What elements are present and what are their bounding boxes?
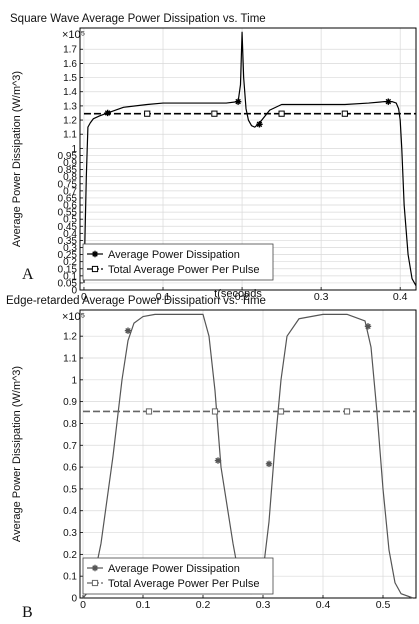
series-1-marker bbox=[234, 98, 242, 105]
legend-box bbox=[82, 557, 274, 595]
y-tick-label: 0.7 bbox=[63, 186, 77, 197]
y-multiplier: ×10⁵ bbox=[62, 311, 85, 323]
y-tick-label: 0.9 bbox=[63, 158, 77, 169]
y-tick-label: 0.8 bbox=[63, 172, 77, 183]
y-tick-label: 0.55 bbox=[58, 208, 78, 219]
x-tick-label: 0.4 bbox=[393, 291, 408, 303]
series-2-marker bbox=[145, 408, 153, 415]
chart-panel-1: 00.050.10.150.20.250.30.350.40.450.50.55… bbox=[10, 13, 417, 303]
series-2-marker bbox=[341, 110, 348, 117]
y-tick-label: 0.6 bbox=[63, 201, 77, 212]
legend-swatch-marker bbox=[91, 265, 99, 273]
y-tick-label: 0.4 bbox=[63, 506, 77, 517]
series-1-marker bbox=[256, 121, 263, 128]
y-tick-label: 0.5 bbox=[63, 484, 77, 495]
legend: Average Power Dissipation Total Average P… bbox=[82, 243, 274, 281]
y-tick-label: 0 bbox=[71, 594, 77, 605]
legend-label: Total Average Power Per Pulse bbox=[108, 264, 259, 276]
legend-swatch-marker bbox=[91, 564, 99, 572]
chart-title: Square Wave Average Power Dissipation vs… bbox=[10, 13, 266, 25]
y-multiplier: ×10⁵ bbox=[62, 29, 85, 41]
y-axis-label: Average Power Dissipation (W/m^3) bbox=[11, 366, 23, 542]
panel-label: B bbox=[22, 604, 33, 621]
legend-box bbox=[82, 243, 274, 281]
y-tick-label: 0.15 bbox=[58, 264, 78, 275]
y-tick-label: 0.25 bbox=[58, 250, 78, 261]
y-axis-label: Average Power Dissipation (W/m^3) bbox=[11, 71, 23, 247]
y-tick-label: 0.6 bbox=[63, 463, 77, 474]
y-tick-label: 0.1 bbox=[63, 271, 77, 282]
y-tick-label: 1.4 bbox=[63, 87, 77, 98]
plot-frame bbox=[79, 27, 417, 291]
chart-panel-2: 0 0.1 0.2 0.3 0.4 0.5 0.6 0.7 0.8 0.9 1 1.1 1.2 0 0.1 0… bbox=[6, 295, 417, 624]
y-tick-label: 0.2 bbox=[63, 550, 77, 561]
legend-swatch-marker bbox=[91, 579, 99, 587]
series-2-marker bbox=[211, 408, 219, 415]
series-1-marker bbox=[364, 323, 372, 330]
series-2-marker bbox=[144, 110, 151, 117]
y-tick-label: 0.9 bbox=[63, 397, 77, 408]
y-tick-label: 0.85 bbox=[58, 165, 78, 176]
y-tick-label: 1 bbox=[71, 144, 77, 155]
legend-swatch-marker bbox=[91, 250, 99, 258]
series-line-1 bbox=[83, 31, 417, 287]
x-tick-label: 0.1 bbox=[156, 291, 171, 303]
series-2-marker bbox=[343, 408, 351, 415]
y-tick-label: 1.2 bbox=[63, 116, 77, 127]
y-tick-label: 0.45 bbox=[58, 222, 78, 233]
y-tick-label: 0.8 bbox=[63, 419, 77, 430]
y-tick-label: 0.4 bbox=[63, 229, 77, 240]
legend-label: Average Power Dissipation bbox=[108, 563, 240, 575]
y-tick-label: 0.65 bbox=[58, 193, 78, 204]
x-tick-label: 0.5 bbox=[376, 599, 391, 611]
y-tick-label: 0.05 bbox=[58, 278, 78, 289]
y-tick-label: 1.2 bbox=[63, 332, 77, 343]
y-tick-label: 1.3 bbox=[63, 101, 77, 112]
y-tick-label: 0.3 bbox=[63, 528, 77, 539]
x-tick-label: 0.3 bbox=[256, 599, 271, 611]
series-1-marker bbox=[214, 457, 222, 464]
x-tick-label: 0.3 bbox=[314, 291, 329, 303]
legend: Average Power Dissipation Total Average P… bbox=[82, 557, 274, 595]
y-tick-label: 0.95 bbox=[58, 151, 78, 162]
x-tick-label: 0 bbox=[81, 291, 87, 303]
legend-label: Total Average Power Per Pulse bbox=[108, 578, 259, 590]
x-tick-label: 0.2 bbox=[235, 291, 250, 303]
x-axis-label: t(seconds bbox=[214, 288, 262, 300]
y-tick-label: 0.2 bbox=[63, 257, 77, 268]
y-tick-label: 0.3 bbox=[63, 243, 77, 254]
y-tick-label: 1.1 bbox=[63, 354, 77, 365]
y-tick-label: 1 bbox=[71, 375, 77, 386]
panel-label: A bbox=[22, 266, 34, 283]
series-2-marker bbox=[278, 110, 285, 117]
chart-title: Edge-retarded Average Power Dissipation … bbox=[6, 295, 266, 307]
y-tick-label: 0.75 bbox=[58, 179, 78, 190]
y-tick-label: 1.7 bbox=[63, 45, 77, 56]
x-tick-label: 0.1 bbox=[136, 599, 151, 611]
y-tick-label: 1.6 bbox=[63, 59, 77, 70]
y-tick-label: 0.5 bbox=[63, 215, 77, 226]
y-tick-label: 1.1 bbox=[63, 130, 77, 141]
x-tick-label: 0.2 bbox=[196, 599, 211, 611]
series-1-marker bbox=[385, 98, 392, 105]
legend-label: Average Power Dissipation bbox=[108, 249, 240, 261]
series-1-marker bbox=[124, 327, 132, 334]
y-tick-label: 0.7 bbox=[63, 441, 77, 452]
series-2-marker bbox=[277, 408, 285, 415]
y-tick-label: 1.5 bbox=[63, 73, 77, 84]
x-tick-label: 0.4 bbox=[316, 599, 331, 611]
series-1-marker bbox=[265, 460, 273, 468]
series-2-marker bbox=[211, 110, 218, 117]
y-tick-label: 0.1 bbox=[63, 572, 77, 583]
x-tick-label: 0 bbox=[80, 599, 86, 611]
plot-area bbox=[80, 310, 416, 598]
y-tick-label: 0 bbox=[71, 286, 77, 297]
y-tick-label: 0.35 bbox=[58, 236, 78, 247]
plot-frame bbox=[79, 309, 417, 599]
